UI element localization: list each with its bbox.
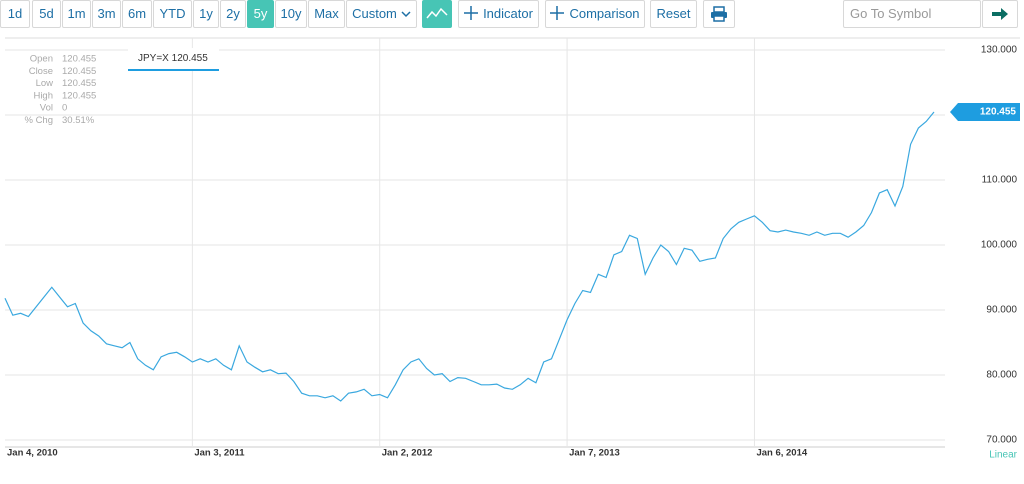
quote-value: 120.455	[62, 66, 96, 77]
search-placeholder: Go To Symbol	[850, 6, 932, 21]
quote-label: Vol	[40, 103, 53, 114]
quote-label: % Chg	[24, 115, 53, 126]
scale-label[interactable]: Linear	[989, 450, 1017, 461]
y-tick-label: 70.000	[986, 435, 1017, 446]
y-tick-label: 130.000	[981, 45, 1018, 56]
legend-box	[128, 48, 219, 70]
legend-value: 120.455	[172, 53, 209, 64]
print-button[interactable]	[703, 0, 735, 28]
symbol-search[interactable]: Go To Symbol	[843, 0, 981, 28]
legend-label: JPY=X 120.455	[138, 53, 208, 64]
last-price-tag	[950, 103, 1020, 122]
range-button[interactable]: 6m	[122, 0, 152, 28]
x-tick-label: Jan 2, 2012	[382, 448, 433, 459]
comparison-button[interactable]: Comparison	[545, 0, 645, 28]
range-button[interactable]: YTD	[153, 0, 192, 28]
y-tick-label: 80.000	[986, 370, 1017, 381]
plus-icon	[464, 6, 479, 20]
quote-value: 30.51%	[62, 115, 95, 126]
range-button[interactable]: 1d	[0, 0, 30, 28]
quote-value: 120.455	[62, 78, 96, 89]
range-button[interactable]: 2y	[220, 0, 246, 28]
custom-button[interactable]: Custom	[346, 0, 417, 28]
x-tick-label: Jan 4, 2010	[7, 448, 58, 459]
y-tick-label: 90.000	[986, 305, 1017, 316]
indicator-label: Indicator	[483, 6, 533, 21]
line-icon	[426, 7, 448, 19]
quote-label: High	[33, 90, 53, 101]
quote-value: 0	[62, 103, 67, 114]
quote-value: 120.455	[62, 54, 96, 65]
chart-type-button[interactable]	[422, 0, 452, 28]
custom-label: Custom	[352, 6, 397, 21]
range-button[interactable]: 1m	[62, 0, 91, 28]
go-button[interactable]	[982, 0, 1018, 28]
quote-label: Close	[29, 66, 53, 77]
print-icon	[711, 6, 727, 22]
quote-label: Open	[30, 54, 53, 65]
range-button[interactable]: 3m	[92, 0, 121, 28]
quote-label: Low	[36, 78, 54, 89]
quote-value: 120.455	[62, 90, 96, 101]
toolbar: 1d 5d 1m 3m 6m YTD 1y 2y 5y 10y Max Custom Indicator…	[0, 0, 1024, 30]
range-button[interactable]: 5y	[247, 0, 274, 28]
arrow-icon	[992, 8, 1008, 20]
x-tick-label: Jan 7, 2013	[569, 448, 620, 459]
range-button[interactable]: 10y	[275, 0, 307, 28]
y-tick-label: 110.000	[982, 175, 1018, 186]
indicator-button[interactable]: Indicator	[458, 0, 539, 28]
plus-icon	[550, 6, 565, 20]
legend-name: JPY=X	[138, 53, 169, 64]
comparison-label: Comparison	[569, 6, 640, 21]
x-tick-label: Jan 3, 2011	[194, 448, 245, 459]
y-tick-label: 100.000	[981, 240, 1018, 251]
reset-button[interactable]: Reset	[650, 0, 697, 28]
chevron-icon	[401, 11, 411, 18]
range-button[interactable]: 1y	[193, 0, 219, 28]
x-tick-label: Jan 6, 2014	[756, 448, 807, 459]
range-button[interactable]: Max	[308, 0, 345, 28]
price-line	[4, 111, 935, 402]
range-button[interactable]: 5d	[32, 0, 61, 28]
last-price-label: 120.455	[980, 107, 1017, 118]
